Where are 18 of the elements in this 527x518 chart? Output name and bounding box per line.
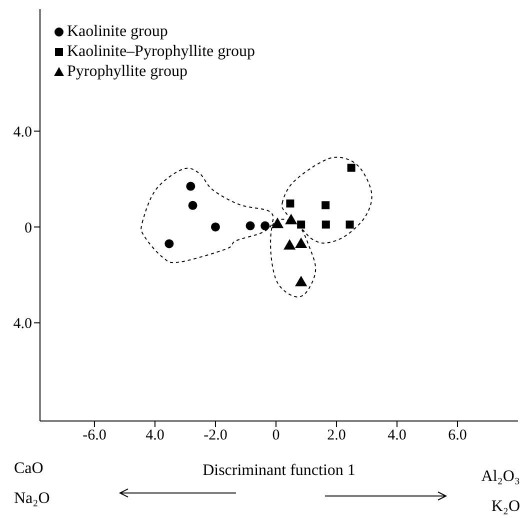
text: Al₂O₃ bbox=[481, 467, 520, 487]
y-tick-label: 0 bbox=[24, 220, 32, 236]
x-tick-label: 4.0 bbox=[388, 428, 406, 444]
x-axis-title: Discriminant function 1 bbox=[202, 462, 356, 479]
text: Na₂O bbox=[14, 489, 50, 509]
legend-label: Kaolinite group bbox=[67, 22, 168, 42]
x-tick-label: -2.0 bbox=[204, 428, 228, 444]
x-tick-label: 2.0 bbox=[327, 428, 346, 444]
x-tick-label: 4.0 bbox=[146, 428, 164, 444]
text: K₂O bbox=[490, 497, 520, 517]
x-tick-label: 6.0 bbox=[448, 428, 467, 444]
legend-label: Kaolinite–Pyrophyllite group bbox=[67, 42, 255, 62]
x-tick-label: -6.0 bbox=[82, 428, 106, 444]
y-tick-label: 4.0 bbox=[13, 124, 32, 140]
y-tick-label: 4.0 bbox=[13, 316, 32, 332]
legend-label: Pyrophyllite group bbox=[67, 62, 188, 82]
x-tick-label: 0 bbox=[272, 428, 280, 444]
text: CaO bbox=[14, 459, 44, 479]
